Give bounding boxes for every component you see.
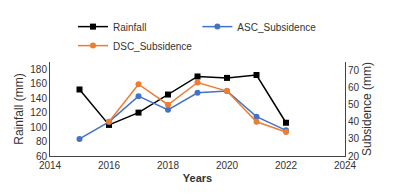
svg-text:2022: 2022 xyxy=(275,160,298,171)
svg-text:80: 80 xyxy=(36,136,48,147)
svg-text:ASC_Subsidence: ASC_Subsidence xyxy=(237,22,316,33)
svg-text:30: 30 xyxy=(348,133,360,144)
svg-text:40: 40 xyxy=(348,116,360,127)
svg-text:140: 140 xyxy=(30,93,47,104)
svg-text:Rainfall: Rainfall xyxy=(113,22,146,33)
svg-text:60: 60 xyxy=(36,151,48,162)
svg-text:Years: Years xyxy=(183,172,212,184)
svg-text:Subsidence (mm): Subsidence (mm) xyxy=(360,62,374,156)
svg-text:2014: 2014 xyxy=(39,160,62,171)
svg-text:DSC_Subsidence: DSC_Subsidence xyxy=(113,41,192,52)
svg-text:2018: 2018 xyxy=(157,160,180,171)
svg-text:160: 160 xyxy=(30,78,47,89)
svg-text:180: 180 xyxy=(30,64,47,75)
svg-text:20: 20 xyxy=(348,151,360,162)
svg-text:100: 100 xyxy=(30,122,47,133)
svg-text:120: 120 xyxy=(30,107,47,118)
svg-text:Rainfall (mm): Rainfall (mm) xyxy=(12,73,26,144)
svg-text:50: 50 xyxy=(348,99,360,110)
svg-text:60: 60 xyxy=(348,82,360,93)
svg-text:2020: 2020 xyxy=(216,160,239,171)
svg-text:70: 70 xyxy=(348,65,360,76)
svg-text:2016: 2016 xyxy=(98,160,121,171)
svg-text:2024: 2024 xyxy=(334,160,357,171)
